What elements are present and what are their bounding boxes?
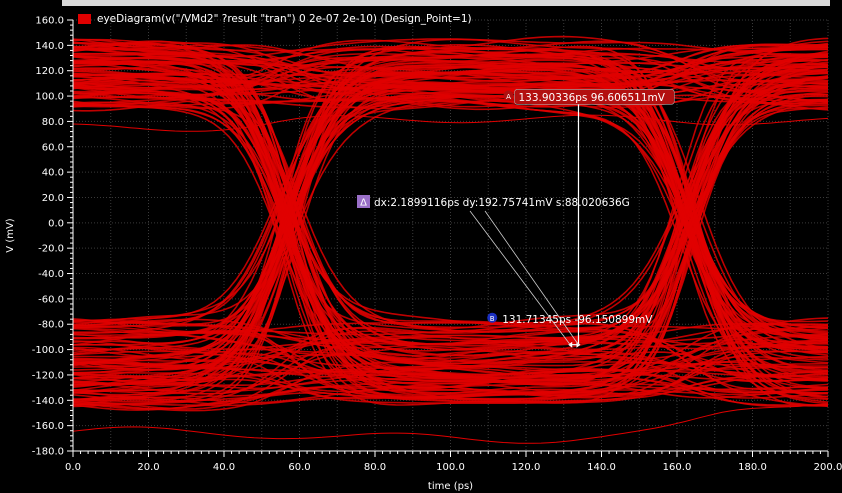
- marker-a-label-box: [514, 89, 675, 105]
- eye-trace: [73, 62, 828, 354]
- eye-trace: [73, 74, 828, 382]
- x-tick-label: 20.0: [137, 462, 159, 473]
- marker-b-label-badge-letter: B: [490, 315, 495, 323]
- top-bar-strip: [62, 0, 830, 6]
- y-tick-label: -40.0: [38, 269, 64, 280]
- eye-trace-outlier: [73, 114, 828, 132]
- marker-a-label-badge-letter: A: [506, 93, 511, 101]
- eye-trace: [73, 38, 828, 108]
- x-tick-label: 80.0: [364, 462, 386, 473]
- eye-trace: [73, 53, 828, 385]
- eye-trace: [73, 322, 828, 371]
- eye-trace: [73, 334, 828, 382]
- eye-trace: [73, 62, 828, 408]
- eye-trace: [73, 335, 828, 410]
- marker-a-label: A 133.90336ps 96.606511mV: [503, 89, 675, 105]
- delta-text: dx:2.1899116ps dy:192.75741mV s:88.02063…: [374, 197, 630, 209]
- x-tick-label: 40.0: [213, 462, 235, 473]
- y-tick-label: 120.0: [35, 66, 64, 77]
- x-axis-title: time (ps): [428, 481, 473, 492]
- y-tick-label: 20.0: [42, 193, 64, 204]
- eye-trace: [73, 75, 828, 395]
- y-tick-label: 100.0: [35, 92, 64, 103]
- eye-trace: [73, 48, 828, 93]
- y-tick-label: 0.0: [48, 218, 64, 229]
- eye-trace-outlier: [73, 403, 828, 444]
- legend: eyeDiagram(v("/VMd2" ?result "tran") 0 2…: [78, 12, 472, 26]
- eye-trace: [73, 339, 828, 405]
- eye-trace: [73, 350, 828, 393]
- delta-leader-a: [484, 210, 579, 345]
- eye-trace: [73, 47, 828, 328]
- y-tick-label: -180.0: [32, 447, 64, 458]
- eye-trace: [73, 93, 828, 371]
- eye-trace: [73, 48, 828, 404]
- delta-leader-b: [469, 210, 571, 345]
- y-tick-label: 40.0: [42, 168, 64, 179]
- y-tick-label: 160.0: [35, 16, 64, 27]
- eye-trace: [73, 72, 828, 350]
- eye-trace: [73, 52, 828, 401]
- eye-trace: [73, 98, 828, 380]
- eye-trace: [73, 46, 828, 396]
- x-tick-label: 60.0: [288, 462, 310, 473]
- x-tick-label: 100.0: [436, 462, 465, 473]
- y-tick-label: -20.0: [38, 244, 64, 255]
- eye-trace: [73, 56, 828, 366]
- axes: 0.0 20.0 40.0 60.0 80.0 100.0 120.0 140.0 160.0 1…: [5, 16, 842, 493]
- x-tick-label: 0.0: [65, 462, 81, 473]
- y-tick-label: -160.0: [32, 421, 64, 432]
- y-tick-label: 140.0: [35, 41, 64, 52]
- eye-trace: [73, 55, 828, 394]
- y-tick-label: -60.0: [38, 294, 64, 305]
- eye-trace: [73, 98, 828, 357]
- x-tick-label: 120.0: [512, 462, 541, 473]
- marker-a-label-text: 133.90336ps 96.606511mV: [518, 92, 665, 104]
- eye-trace: [73, 67, 828, 333]
- marker-b-label: B 131.71345ps -96.150899mV: [487, 312, 653, 326]
- y-tick-label: -80.0: [38, 320, 64, 331]
- eye-trace: [73, 98, 828, 334]
- delta-badge: [357, 195, 370, 208]
- marker-a-label-badge: [503, 90, 514, 101]
- eye-traces: [73, 35, 828, 444]
- eye-trace: [73, 53, 828, 105]
- eye-trace: [73, 60, 828, 327]
- markers: A 133.90336ps 96.606511mV B 131.71345ps -96…: [357, 89, 675, 348]
- eye-trace: [73, 42, 828, 394]
- legend-swatch: [78, 14, 91, 24]
- marker-b-label-badge: [487, 312, 498, 323]
- y-tick-label: -140.0: [32, 396, 64, 407]
- eye-trace: [73, 52, 828, 89]
- eye-trace: [73, 72, 828, 96]
- y-axis-title: V (mV): [5, 218, 16, 253]
- x-tick-label: 180.0: [738, 462, 767, 473]
- eye-trace: [73, 364, 828, 381]
- eye-trace: [73, 96, 828, 351]
- window-top-bar: [0, 0, 842, 6]
- x-tick-label: 200.0: [814, 462, 842, 473]
- y-tick-label: 80.0: [42, 117, 64, 128]
- y-tick-label: 60.0: [42, 142, 64, 153]
- marker-b-label-text: 131.71345ps -96.150899mV: [502, 314, 653, 326]
- delta-symbol: Δ: [360, 198, 367, 209]
- y-tick-label: -120.0: [32, 370, 64, 381]
- x-tick-label: 140.0: [587, 462, 616, 473]
- eye-trace: [73, 85, 828, 399]
- eye-trace: [73, 69, 828, 394]
- legend-label: eyeDiagram(v("/VMd2" ?result "tran") 0 2…: [97, 13, 472, 25]
- x-tick-label: 160.0: [663, 462, 692, 473]
- top-bar-left: [0, 0, 62, 6]
- y-tick-label: -100.0: [32, 345, 64, 356]
